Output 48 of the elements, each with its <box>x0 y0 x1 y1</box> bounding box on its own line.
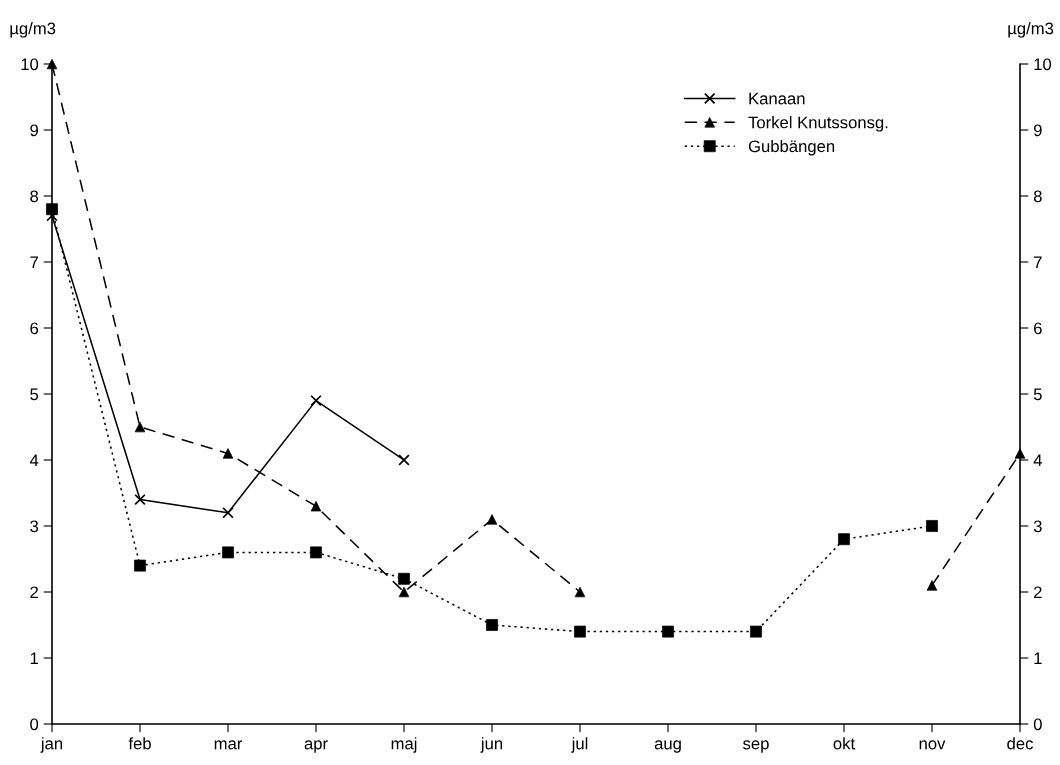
point <box>926 520 938 532</box>
x-tick-label: mar <box>214 740 243 750</box>
point <box>486 619 498 631</box>
y-tick-label: 2 <box>30 586 38 599</box>
y2-tick-label: 8 <box>1033 190 1042 203</box>
y-tick-label: 4 <box>29 454 39 467</box>
x-tick-label: dec <box>1007 737 1033 750</box>
y-tick-label: 5 <box>30 388 39 401</box>
y-tick-label: 8 <box>30 190 39 203</box>
x-tick-label: nov <box>919 740 946 750</box>
y-tick-label: 6 <box>30 322 39 335</box>
y2-tick-label: 4 <box>1033 454 1042 467</box>
y2-tick-label: 3 <box>1033 520 1042 533</box>
y2-tick-label: 7 <box>1034 256 1042 269</box>
x-tick-label: jan <box>40 737 63 753</box>
point <box>398 454 410 466</box>
y2-tick-label: 1 <box>1034 652 1042 665</box>
y2-tick-label: 6 <box>1034 322 1042 335</box>
y2-tick-label: 5 <box>1033 388 1042 401</box>
legend-label: Gubbängen <box>748 139 835 156</box>
y2-axis-title: µg/m3 <box>1008 22 1054 38</box>
x-tick-label: aug <box>654 740 681 753</box>
x-tick-label: maj <box>391 737 417 753</box>
y-tick-label: 9 <box>30 124 39 137</box>
point <box>310 394 322 407</box>
point <box>750 625 762 638</box>
legend-label: Kanaan <box>749 92 805 105</box>
x-tick-label: feb <box>128 737 151 750</box>
x-tick-label: jun <box>480 737 503 753</box>
y-tick-label: 1 <box>30 652 38 665</box>
y-tick-label: 10 <box>21 58 39 71</box>
y2-tick-label: 0 <box>1033 718 1042 731</box>
point <box>222 546 234 559</box>
y-axis-title: µg/m3 <box>10 22 56 38</box>
x-tick-label: okt <box>833 737 855 750</box>
point <box>310 546 322 559</box>
y2-tick-label: 10 <box>1034 58 1052 71</box>
legend-label: Torkel Knutssonsg. <box>748 116 888 132</box>
y-tick-label: 0 <box>30 718 39 731</box>
y2-tick-label: 9 <box>1033 124 1042 137</box>
y-tick-label: 7 <box>30 256 38 269</box>
x-tick-label: jul <box>571 737 588 753</box>
point <box>222 507 234 519</box>
y-tick-label: 3 <box>30 520 39 533</box>
point <box>134 493 146 506</box>
y2-tick-label: 2 <box>1034 586 1042 599</box>
x-tick-label: sep <box>743 740 769 753</box>
x-tick-label: apr <box>304 740 328 753</box>
